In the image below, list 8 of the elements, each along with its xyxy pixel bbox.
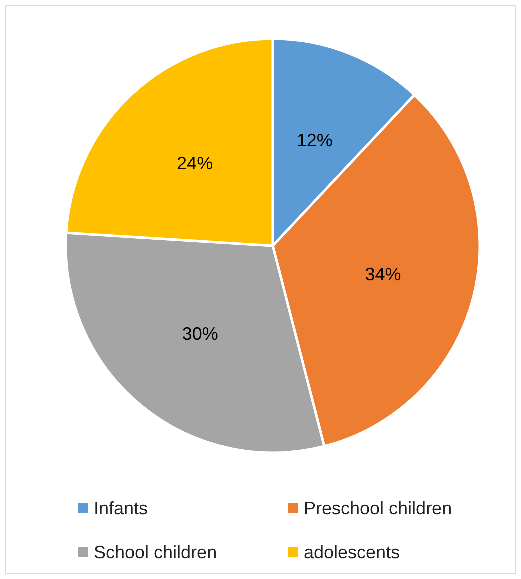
legend-label: adolescents [304,542,400,562]
legend-label: Infants [94,498,148,518]
data-label: 24% [177,153,214,174]
legend-label: School children [94,542,218,562]
legend-label: Preschool children [304,498,452,518]
data-label: 30% [182,324,218,344]
data-label: 34% [365,264,402,285]
data-label: 12% [296,130,333,150]
